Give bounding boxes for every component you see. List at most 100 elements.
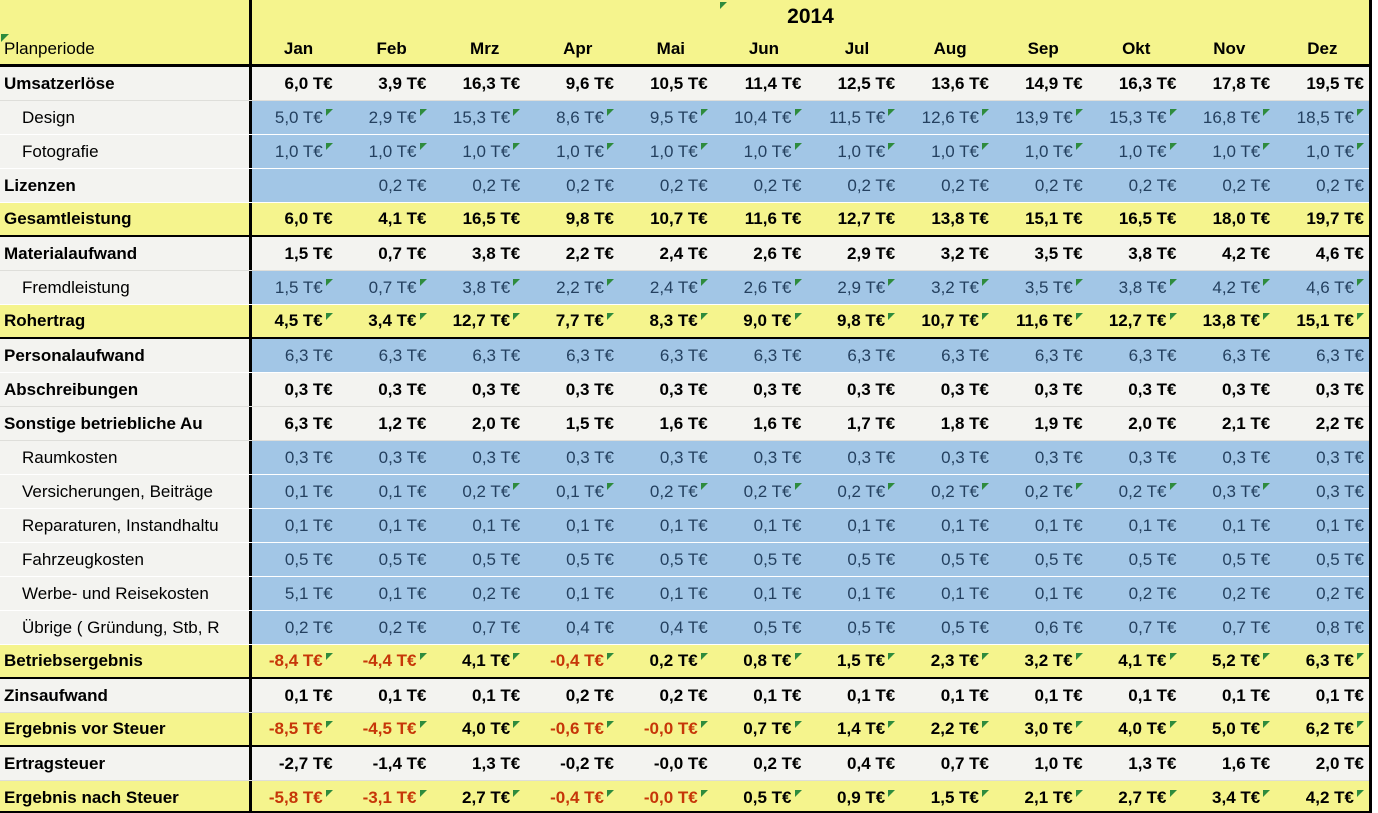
value-cell[interactable]: 2,0 T€	[1095, 407, 1190, 440]
value-cell[interactable]: 0,3 T€	[533, 373, 627, 406]
value-cell[interactable]: 4,6 T€	[1283, 237, 1369, 270]
value-cell[interactable]: 0,1 T€	[720, 679, 815, 712]
row-label[interactable]: Umsatzerlöse	[0, 67, 252, 100]
row-label[interactable]: Lizenzen	[0, 169, 252, 202]
value-cell[interactable]: 1,6 T€	[627, 407, 721, 440]
month-header-cell[interactable]: Mai	[656, 38, 686, 58]
value-cell[interactable]: 0,5 T€	[720, 781, 815, 811]
value-cell[interactable]: 2,6 T€	[720, 271, 815, 304]
value-cell[interactable]: 0,6 T€	[1002, 611, 1096, 644]
value-cell[interactable]: 2,2 T€	[533, 271, 627, 304]
value-cell[interactable]: -8,4 T€	[252, 645, 346, 677]
value-cell[interactable]: 1,0 T€	[1283, 135, 1369, 168]
value-cell[interactable]: 0,1 T€	[814, 679, 909, 712]
value-cell[interactable]: 0,2 T€	[1283, 577, 1369, 610]
value-cell[interactable]: 0,1 T€	[720, 577, 815, 610]
value-cell[interactable]: -2,7 T€	[252, 747, 346, 780]
value-cell[interactable]: 0,1 T€	[533, 577, 627, 610]
value-cell[interactable]: 1,5 T€	[908, 781, 1002, 811]
value-cell[interactable]: 2,9 T€	[814, 271, 909, 304]
value-cell[interactable]: -8,5 T€	[252, 713, 346, 745]
value-cell[interactable]: 1,2 T€	[345, 407, 440, 440]
value-cell[interactable]: 4,5 T€	[252, 305, 346, 337]
value-cell[interactable]: 0,1 T€	[439, 509, 534, 542]
month-header-cell[interactable]: Okt	[1122, 38, 1151, 58]
value-cell[interactable]: 3,5 T€	[1002, 237, 1096, 270]
value-cell[interactable]: 0,1 T€	[814, 509, 909, 542]
value-cell[interactable]: 11,6 T€	[1002, 305, 1096, 337]
value-cell[interactable]: 0,5 T€	[814, 543, 909, 576]
value-cell[interactable]: 2,2 T€	[533, 237, 627, 270]
value-cell[interactable]: 3,0 T€	[1002, 713, 1096, 745]
row-label[interactable]: Materialaufwand	[0, 237, 252, 270]
year-cell[interactable]: 2014	[252, 0, 1369, 33]
value-cell[interactable]: -4,5 T€	[345, 713, 440, 745]
value-cell[interactable]: 6,3 T€	[1095, 339, 1190, 372]
value-cell[interactable]: 0,7 T€	[439, 611, 534, 644]
row-label[interactable]: Werbe- und Reisekosten	[0, 577, 252, 610]
planperiode-cell[interactable]: Planperiode	[0, 33, 252, 64]
month-header-cell[interactable]: Apr	[563, 38, 593, 58]
value-cell[interactable]: 6,3 T€	[720, 339, 815, 372]
value-cell[interactable]: 0,1 T€	[252, 509, 346, 542]
value-cell[interactable]: 0,5 T€	[908, 611, 1002, 644]
value-cell[interactable]: 0,1 T€	[1002, 509, 1096, 542]
value-cell[interactable]: 1,5 T€	[814, 645, 909, 677]
value-cell[interactable]: 1,5 T€	[252, 237, 346, 270]
value-cell[interactable]: 1,0 T€	[908, 135, 1002, 168]
value-cell[interactable]: 16,5 T€	[1095, 203, 1190, 235]
value-cell[interactable]: 0,5 T€	[720, 611, 815, 644]
value-cell[interactable]: 0,1 T€	[814, 577, 909, 610]
value-cell[interactable]: 3,8 T€	[439, 237, 534, 270]
month-header-cell[interactable]: Dez	[1307, 38, 1338, 58]
value-cell[interactable]: 0,5 T€	[908, 543, 1002, 576]
value-cell[interactable]: 3,9 T€	[345, 67, 440, 100]
value-cell[interactable]: 3,5 T€	[1002, 271, 1096, 304]
value-cell[interactable]: 2,9 T€	[814, 237, 909, 270]
value-cell[interactable]: 9,6 T€	[533, 67, 627, 100]
value-cell[interactable]: 9,8 T€	[814, 305, 909, 337]
value-cell[interactable]: 0,3 T€	[345, 373, 440, 406]
value-cell[interactable]: 0,3 T€	[814, 373, 909, 406]
value-cell[interactable]: 16,8 T€	[1189, 101, 1284, 134]
value-cell[interactable]: 2,6 T€	[720, 237, 815, 270]
value-cell[interactable]: 19,5 T€	[1283, 67, 1369, 100]
value-cell[interactable]: 0,1 T€	[345, 679, 440, 712]
value-cell[interactable]: 9,5 T€	[627, 101, 721, 134]
value-cell[interactable]: 3,2 T€	[908, 237, 1002, 270]
value-cell[interactable]: 0,1 T€	[345, 577, 440, 610]
value-cell[interactable]: 0,2 T€	[908, 169, 1002, 202]
value-cell[interactable]: 6,3 T€	[1283, 645, 1369, 677]
value-cell[interactable]: 13,6 T€	[908, 67, 1002, 100]
value-cell[interactable]: 1,6 T€	[1189, 747, 1284, 780]
value-cell[interactable]: 0,5 T€	[720, 543, 815, 576]
value-cell[interactable]: 0,9 T€	[814, 781, 909, 811]
value-cell[interactable]: 0,2 T€	[908, 475, 1002, 508]
month-header-cell[interactable]: Aug	[933, 38, 967, 58]
value-cell[interactable]: 0,1 T€	[720, 509, 815, 542]
value-cell[interactable]: 5,2 T€	[1189, 645, 1284, 677]
month-header-cell[interactable]: Jul	[844, 38, 870, 58]
value-cell[interactable]: -5,8 T€	[252, 781, 346, 811]
value-cell[interactable]: 0,7 T€	[1189, 611, 1284, 644]
value-cell[interactable]: 1,9 T€	[1002, 407, 1096, 440]
row-label[interactable]: Ertragsteuer	[0, 747, 252, 780]
row-label[interactable]: Versicherungen, Beiträge	[0, 475, 252, 508]
value-cell[interactable]: 16,5 T€	[439, 203, 534, 235]
month-header-cell[interactable]: Nov	[1213, 38, 1246, 58]
value-cell[interactable]: 6,0 T€	[252, 203, 346, 235]
value-cell[interactable]: 0,3 T€	[720, 373, 815, 406]
value-cell[interactable]: 1,0 T€	[1002, 135, 1096, 168]
value-cell[interactable]: 1,0 T€	[1189, 135, 1284, 168]
value-cell[interactable]: 3,8 T€	[1095, 271, 1190, 304]
value-cell[interactable]: 4,2 T€	[1189, 237, 1284, 270]
row-label[interactable]: Fahrzeugkosten	[0, 543, 252, 576]
value-cell[interactable]: 4,1 T€	[345, 203, 440, 235]
value-cell[interactable]: 1,0 T€	[814, 135, 909, 168]
value-cell[interactable]: 0,3 T€	[1002, 441, 1096, 474]
value-cell[interactable]: 5,0 T€	[252, 101, 346, 134]
value-cell[interactable]: 0,5 T€	[627, 543, 721, 576]
value-cell[interactable]: 0,5 T€	[1002, 543, 1096, 576]
value-cell[interactable]: 11,6 T€	[720, 203, 815, 235]
value-cell[interactable]: 0,2 T€	[439, 577, 534, 610]
